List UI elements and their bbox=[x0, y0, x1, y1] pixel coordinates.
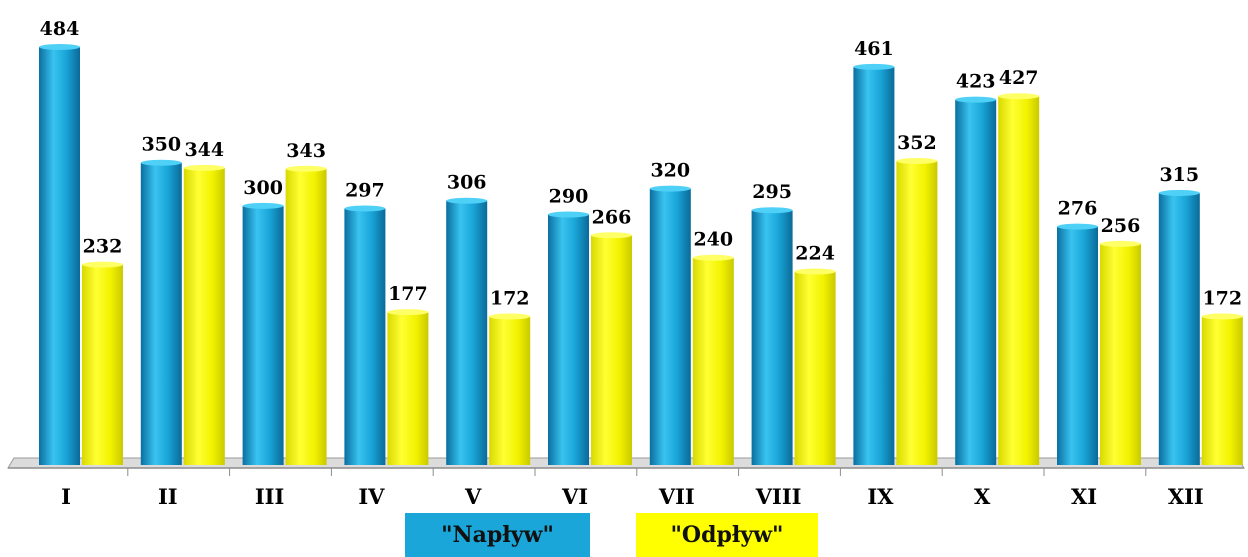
bar-odplyw bbox=[1100, 240, 1141, 465]
value-label-naplyw: 300 bbox=[243, 177, 283, 199]
category-label: III bbox=[255, 484, 284, 509]
bar-odplyw bbox=[489, 313, 531, 465]
value-label-odplyw: 172 bbox=[1202, 287, 1242, 309]
category-labels-group: I II III IV V VI VII VIII IX X XI XII bbox=[61, 484, 1204, 509]
bar-naplyw bbox=[242, 202, 284, 465]
bar-odplyw bbox=[896, 158, 938, 465]
category-label: IX bbox=[867, 484, 894, 509]
legend-item-odplyw: "Odpływ" bbox=[636, 513, 818, 557]
value-label-odplyw: 224 bbox=[795, 243, 835, 265]
category-label: VIII bbox=[755, 484, 802, 509]
bar-naplyw bbox=[446, 197, 488, 465]
value-label-odplyw: 427 bbox=[999, 67, 1039, 89]
category-label: IV bbox=[358, 484, 385, 509]
bar-naplyw bbox=[1057, 223, 1098, 465]
category-label: XII bbox=[1168, 484, 1204, 509]
x-axis-ticks bbox=[127, 468, 1147, 476]
bar-naplyw bbox=[39, 44, 80, 465]
legend-item-naplyw: "Napływ" bbox=[405, 513, 590, 557]
value-label-odplyw: 240 bbox=[693, 229, 733, 251]
bar-naplyw bbox=[955, 96, 997, 465]
value-label-naplyw: 423 bbox=[956, 71, 996, 93]
bar-naplyw bbox=[140, 159, 182, 465]
bar-odplyw bbox=[387, 309, 429, 465]
value-label-odplyw: 232 bbox=[83, 236, 123, 258]
bar-odplyw bbox=[591, 232, 632, 465]
value-label-naplyw: 297 bbox=[345, 180, 385, 202]
value-label-odplyw: 344 bbox=[184, 139, 224, 161]
bar-naplyw bbox=[548, 211, 589, 465]
category-label: VII bbox=[658, 484, 695, 509]
value-label-naplyw: 315 bbox=[1159, 164, 1199, 186]
value-label-odplyw: 177 bbox=[388, 283, 428, 305]
value-label-naplyw: 350 bbox=[141, 134, 181, 156]
value-label-odplyw: 172 bbox=[490, 287, 530, 309]
category-label: VI bbox=[561, 484, 588, 509]
bar-naplyw bbox=[751, 207, 793, 465]
bars-group bbox=[39, 44, 1243, 466]
value-label-naplyw: 306 bbox=[447, 172, 487, 194]
category-label: XI bbox=[1071, 484, 1097, 509]
bar-naplyw bbox=[853, 63, 895, 465]
bar-odplyw bbox=[998, 93, 1040, 466]
value-label-naplyw: 461 bbox=[854, 38, 894, 60]
bar-naplyw bbox=[649, 185, 691, 466]
value-label-odplyw: 343 bbox=[286, 140, 326, 162]
bar-odplyw bbox=[794, 268, 836, 465]
bar-odplyw bbox=[692, 254, 734, 465]
value-label-odplyw: 266 bbox=[592, 206, 632, 228]
value-label-naplyw: 320 bbox=[650, 160, 690, 182]
value-label-naplyw: 290 bbox=[549, 186, 589, 208]
legend-label-naplyw: "Napływ" bbox=[441, 522, 554, 548]
bar-odplyw bbox=[183, 164, 225, 465]
bar-odplyw bbox=[1201, 313, 1243, 465]
value-label-odplyw: 352 bbox=[897, 132, 937, 154]
category-label: I bbox=[61, 484, 71, 509]
category-label: X bbox=[974, 484, 991, 509]
value-label-naplyw: 276 bbox=[1058, 198, 1098, 220]
value-label-naplyw: 484 bbox=[40, 18, 80, 40]
bar-naplyw bbox=[1158, 189, 1200, 466]
legend-label-odplyw: "Odpływ" bbox=[670, 522, 784, 548]
category-label: V bbox=[464, 484, 482, 509]
value-label-naplyw: 295 bbox=[752, 181, 792, 203]
bar-odplyw bbox=[82, 261, 123, 465]
bar-odplyw bbox=[285, 165, 327, 466]
bar-naplyw bbox=[344, 205, 386, 465]
value-label-odplyw: 256 bbox=[1101, 215, 1141, 237]
category-label: II bbox=[158, 484, 178, 509]
